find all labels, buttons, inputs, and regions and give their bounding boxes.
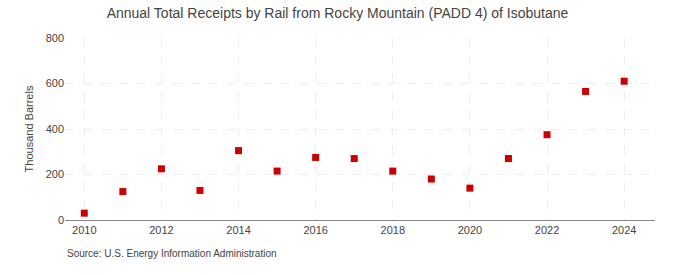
svg-text:Thousand Barrels: Thousand Barrels xyxy=(23,85,35,172)
svg-text:2022: 2022 xyxy=(535,224,559,236)
svg-text:2024: 2024 xyxy=(612,224,636,236)
svg-text:2012: 2012 xyxy=(149,224,173,236)
svg-text:200: 200 xyxy=(46,168,64,180)
svg-text:2016: 2016 xyxy=(303,224,327,236)
svg-text:600: 600 xyxy=(46,77,64,89)
svg-text:800: 800 xyxy=(46,32,64,44)
svg-text:2010: 2010 xyxy=(72,224,96,236)
svg-text:Annual Total Receipts by Rail: Annual Total Receipts by Rail from Rocky… xyxy=(107,5,569,21)
svg-text:400: 400 xyxy=(46,123,64,135)
svg-text:2014: 2014 xyxy=(226,224,250,236)
svg-text:Source: U.S. Energy Informatio: Source: U.S. Energy Information Administ… xyxy=(67,248,277,259)
svg-text:0: 0 xyxy=(58,214,64,226)
svg-text:2018: 2018 xyxy=(381,224,405,236)
svg-text:2020: 2020 xyxy=(458,224,482,236)
